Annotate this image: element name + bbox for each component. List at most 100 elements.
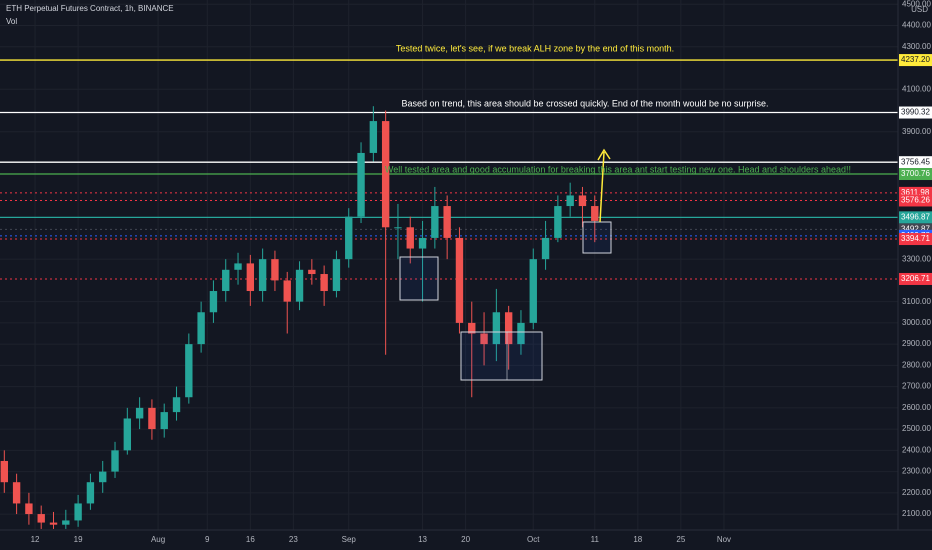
candle-body — [37, 514, 45, 523]
currency: USD — [911, 5, 928, 14]
candle-body — [554, 206, 562, 238]
x-tick-label: 12 — [31, 535, 40, 544]
candle-body — [369, 121, 378, 153]
candle-body — [12, 482, 21, 504]
candle-body — [308, 269, 316, 275]
candle-body — [49, 522, 58, 525]
candle-body — [418, 237, 427, 249]
level-label: 3990.32 — [901, 108, 930, 117]
candle-body — [111, 450, 119, 472]
y-tick-label: 2700.00 — [902, 382, 931, 391]
candle-body — [381, 121, 390, 228]
candle-body — [468, 322, 476, 334]
x-tick-label: 23 — [289, 535, 298, 544]
level-label-bg — [899, 194, 932, 207]
level-label: 3394.71 — [901, 234, 930, 243]
candle-body — [541, 237, 550, 260]
x-tick-label: 11 — [591, 535, 600, 544]
arrow — [597, 148, 611, 223]
y-tick-label: 2200.00 — [902, 488, 931, 497]
x-tick-label: Aug — [151, 535, 165, 544]
level-label-bg — [899, 233, 932, 246]
level-label: 4237.20 — [901, 55, 930, 64]
candle-body — [86, 482, 95, 504]
candle-body — [209, 291, 218, 313]
x-tick-label: 13 — [418, 535, 427, 544]
x-tick-label: 9 — [205, 535, 210, 544]
candles — [0, 106, 599, 529]
candle-body — [185, 344, 193, 398]
candle-body — [578, 195, 587, 207]
candle-body — [74, 503, 82, 521]
y-tick-label: 3300.00 — [902, 254, 931, 263]
level-label: 3206.71 — [901, 274, 930, 283]
candle-body — [160, 412, 168, 430]
y-tick-label: 2400.00 — [902, 445, 931, 454]
candle-body — [517, 322, 525, 345]
x-tick-label: Oct — [527, 535, 540, 544]
level-label-bg — [899, 156, 932, 169]
y-tick-label: 4500.00 — [902, 0, 931, 8]
level-label: 3756.45 — [901, 157, 930, 166]
candle-body — [271, 259, 279, 281]
y-tick-label: 2800.00 — [902, 360, 931, 369]
candle-body — [529, 259, 537, 323]
candle-body — [295, 269, 304, 302]
y-tick-label: 3900.00 — [902, 127, 931, 136]
candle-body — [222, 269, 230, 292]
candle-body — [258, 259, 267, 292]
x-tick-label: 20 — [461, 535, 470, 544]
level-label-bg — [899, 54, 932, 67]
level-label-bg — [899, 106, 932, 119]
candle-body — [566, 195, 574, 207]
candle-body — [443, 206, 451, 238]
annotation: Based on trend, this area should be cros… — [401, 98, 768, 108]
level-label: 3611.98 — [901, 188, 930, 197]
candle-body — [431, 206, 439, 238]
candle-body — [283, 280, 291, 302]
y-tick-label: 3000.00 — [902, 318, 931, 327]
candle-body — [480, 333, 488, 345]
y-tick-label: 2600.00 — [902, 403, 931, 412]
candle-body — [320, 274, 328, 292]
x-tick-label: 16 — [246, 535, 255, 544]
y-tick-label: 2500.00 — [902, 424, 931, 433]
indicator-label: Vol — [6, 17, 17, 26]
level-label: 3492.87 — [901, 225, 930, 234]
candle-body — [135, 407, 144, 419]
candle-body — [345, 216, 353, 260]
x-tick-label: 25 — [676, 535, 685, 544]
y-tick-label: 2300.00 — [902, 467, 931, 476]
y-tick-label: 4100.00 — [902, 84, 931, 93]
candle-body — [591, 206, 599, 221]
y-tick-label: 4400.00 — [902, 21, 931, 30]
candle-body — [492, 312, 501, 345]
candle-body — [504, 312, 513, 345]
candle-body — [99, 471, 107, 483]
candle-body — [246, 263, 255, 292]
level-label: 3496.87 — [901, 212, 930, 221]
levels — [0, 59, 898, 280]
chart-title: ETH Perpetual Futures Contract, 1h, BINA… — [6, 4, 174, 13]
level-label: 3700.76 — [901, 169, 930, 178]
y-tick-label: 2900.00 — [902, 339, 931, 348]
range-box — [399, 256, 439, 301]
candle-body — [123, 418, 132, 451]
candle-body — [234, 263, 242, 270]
annotation: Well tested area and good accumulation f… — [385, 164, 851, 174]
range-box — [460, 331, 543, 381]
range-box — [582, 221, 612, 254]
candle-body — [332, 259, 341, 292]
candle-body — [25, 503, 33, 515]
level-label-bg — [899, 211, 932, 224]
y-tick-label: 4300.00 — [902, 42, 931, 51]
y-tick-label: 2100.00 — [902, 509, 931, 518]
x-tick-label: 18 — [633, 535, 642, 544]
level-label: 3576.26 — [901, 196, 930, 205]
candle-body — [406, 227, 414, 249]
y-tick-label: 3100.00 — [902, 297, 931, 306]
annotation: Tested twice, let's see, if we break ALH… — [396, 43, 674, 53]
candle-body — [394, 227, 402, 229]
